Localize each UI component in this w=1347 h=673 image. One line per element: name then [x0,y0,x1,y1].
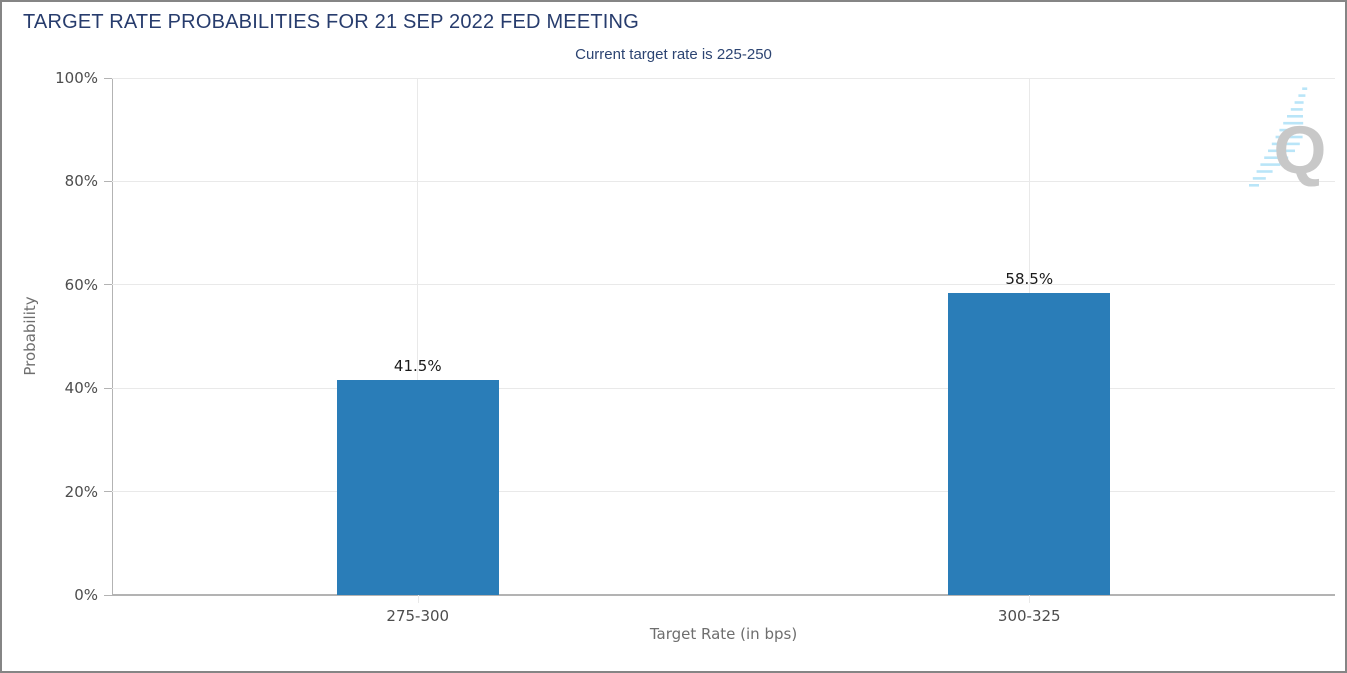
x-tick-label: 300-325 [997,607,1061,625]
chart-title: TARGET RATE PROBABILITIES FOR 21 SEP 202… [23,11,639,33]
plot-area: 0% 20% 40% 60% 80% 100% 41.5% 275-300 58.5% 300-3… [55,69,1335,625]
y-tick-label: 20% [64,482,98,501]
y-tick-mark [104,77,112,79]
watermark-hatch-lines [1249,87,1308,187]
y-tick-mark [104,387,112,389]
y-tick-label: 80% [64,172,98,191]
bar-value-label: 58.5% [1005,269,1054,288]
y-gridline [112,284,1335,286]
y-tick-mark [104,491,112,493]
x-axis-title: Target Rate (in bps) [649,625,798,643]
y-tick-label: 0% [74,586,98,604]
x-tick-mark [1029,595,1031,603]
bar [336,380,499,595]
y-gridline [112,491,1335,493]
y-tick-label: 40% [64,379,98,398]
y-tick-label: 60% [64,275,98,294]
x-gridline [417,78,419,595]
y-tick-mark [104,594,112,596]
chart-subtitle: Current target rate is 225-250 [575,46,772,63]
bar [948,292,1111,595]
y-tick-mark [104,284,112,286]
y-gridline [112,77,1335,79]
watermark-q-letter: Q [1274,112,1327,188]
bar-value-label: 41.5% [393,357,442,376]
x-tick-mark [417,595,419,603]
watermark-logo: Q [1249,87,1327,188]
y-axis-title: Probability [21,296,39,376]
x-axis-line [112,594,1335,596]
y-gridline [112,387,1335,389]
y-gridline [112,180,1335,182]
y-tick-mark [104,180,112,182]
y-axis-line [112,78,113,595]
x-tick-label: 275-300 [386,607,450,625]
y-tick-label: 100% [55,69,98,87]
